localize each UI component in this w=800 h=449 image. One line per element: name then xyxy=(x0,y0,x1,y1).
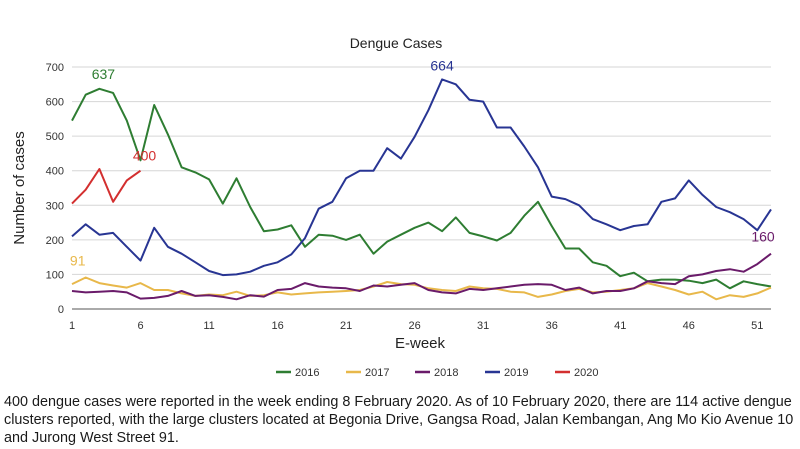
caption: 400 dengue cases were reported in the we… xyxy=(4,393,796,447)
y-axis-ticks: 0 100 200 300 400 500 600 700 xyxy=(46,62,64,316)
caption-text: 400 dengue cases were reported in the we… xyxy=(4,394,794,446)
y-tick-label: 600 xyxy=(46,97,64,109)
x-axis-label: E-week xyxy=(395,335,446,352)
annotation-2017: 91 xyxy=(70,253,86,269)
x-tick-label: 16 xyxy=(271,320,283,332)
y-tick-label: 0 xyxy=(58,304,64,316)
y-tick-label: 100 xyxy=(46,269,64,281)
x-tick-label: 51 xyxy=(751,320,763,332)
series-line-2018 xyxy=(71,252,772,301)
annotation-2016: 637 xyxy=(92,66,116,82)
series-line-2020 xyxy=(71,168,142,205)
x-tick-label: 31 xyxy=(477,320,489,332)
x-tick-label: 46 xyxy=(683,320,695,332)
legend-label: 2017 xyxy=(365,367,389,379)
series-line-2019 xyxy=(71,78,772,277)
annotation-2019: 664 xyxy=(430,57,454,73)
legend-label: 2019 xyxy=(504,367,528,379)
data-annotations: 637 664 400 91 160 xyxy=(70,57,775,268)
x-tick-label: 21 xyxy=(340,320,352,332)
annotation-2020: 400 xyxy=(133,148,157,164)
chart-area: Dengue Cases 0 100 200 300 400 500 600 700 1 6 11… xyxy=(0,0,800,392)
legend-label: 2020 xyxy=(574,367,598,379)
annotation-2018: 160 xyxy=(751,229,775,245)
chart-background xyxy=(0,0,800,392)
x-axis-ticks: 1 6 11 16 21 26 31 36 41 46 51 xyxy=(69,320,763,332)
x-tick-label: 6 xyxy=(137,320,143,332)
legend-label: 2018 xyxy=(434,367,458,379)
series-line-2016 xyxy=(71,87,772,290)
x-tick-label: 26 xyxy=(409,320,421,332)
y-tick-label: 500 xyxy=(46,131,64,143)
y-tick-label: 300 xyxy=(46,200,64,212)
x-tick-label: 11 xyxy=(203,320,214,332)
x-tick-label: 1 xyxy=(69,320,75,332)
x-tick-label: 36 xyxy=(546,320,558,332)
y-tick-label: 700 xyxy=(46,62,64,74)
y-tick-label: 200 xyxy=(46,235,64,247)
chart-title: Dengue Cases xyxy=(350,35,443,51)
y-tick-label: 400 xyxy=(46,166,64,178)
x-tick-label: 41 xyxy=(614,320,626,332)
legend-label: 2016 xyxy=(295,367,319,379)
y-axis-label: Number of cases xyxy=(11,131,28,244)
legend: 2016 2017 2018 2019 2020 xyxy=(276,367,598,379)
series-lines xyxy=(71,78,772,301)
